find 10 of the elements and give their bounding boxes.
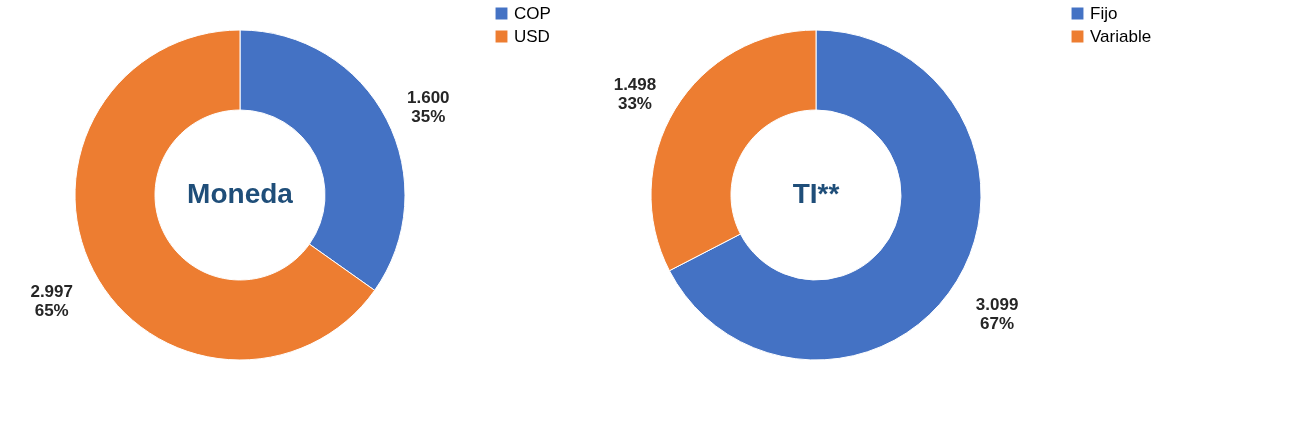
text: TI** [792, 178, 840, 209]
legend-label: USD [514, 26, 550, 46]
legend-label: Variable [1090, 26, 1152, 46]
data-label: 1.600 35% [407, 87, 450, 126]
legend-label: Fijo [1090, 3, 1118, 23]
legend-label: COP [514, 3, 551, 23]
data-label: 2.997 65% [30, 282, 73, 321]
text: Moneda [187, 178, 294, 209]
data-label: 3.099 67% [975, 295, 1019, 334]
data-label: 1.498 33% [613, 74, 657, 113]
